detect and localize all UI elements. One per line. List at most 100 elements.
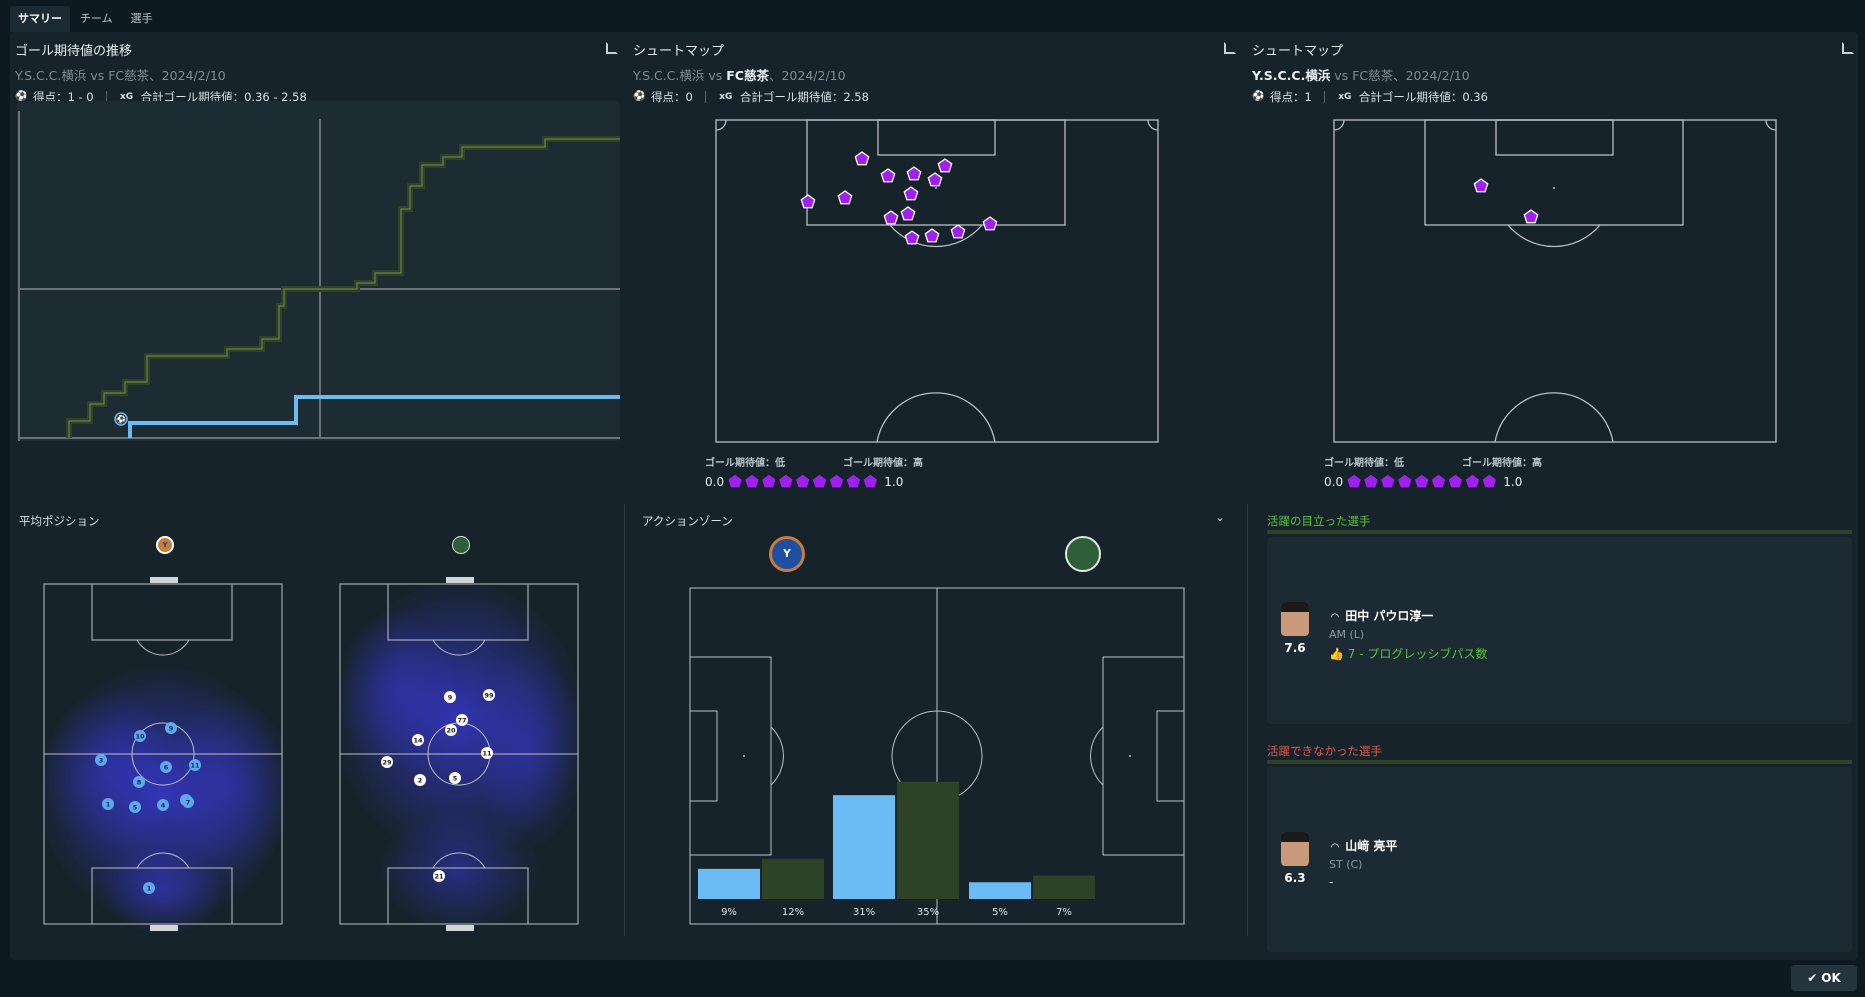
worst-player-title: 活躍できなかった選手 xyxy=(1267,744,1382,758)
xg-scale-fc: 0.0 ⬟⬟⬟⬟⬟⬟⬟⬟⬟ 1.0 xyxy=(705,472,904,491)
player-stat: 👍 7 - プログレッシブパス数 xyxy=(1329,647,1488,661)
player-marker xyxy=(134,730,146,742)
player-number: 9 xyxy=(448,694,453,702)
action-zone-title: アクションゾーン xyxy=(642,514,733,528)
shotmap-fc-subtitle: Y.S.C.C.横浜 vs FC慈茶、2024/2/10 xyxy=(633,68,846,83)
shotmap-ysc-xg: 合計ゴール期待値：0.36 xyxy=(1358,90,1488,104)
expand-icon[interactable] xyxy=(1224,42,1236,54)
expand-icon[interactable] xyxy=(1842,42,1854,54)
player-number: 21 xyxy=(434,873,444,881)
player-number: 4 xyxy=(161,802,166,810)
soccer-ball-icon: ⚽ xyxy=(15,91,28,102)
shotmap-ysc-subtitle: Y.S.C.C.横浜 vs FC慈茶、2024/2/10 xyxy=(1252,68,1470,83)
summary-panel: ゴール期待値の推移 Y.S.C.C.横浜 vs FC慈茶、2024/2/10 ⚽… xyxy=(10,32,1858,960)
home-team-logo: Y xyxy=(156,536,174,554)
xg-timeline-chart: ⚽ xyxy=(17,101,620,441)
check-icon: ✔ xyxy=(1807,971,1818,985)
tab-summary[interactable]: サマリー xyxy=(10,6,70,32)
player-number: 9 xyxy=(169,725,174,733)
player-marker xyxy=(129,801,141,813)
player-position: AM (L) xyxy=(1329,628,1365,641)
player-marker xyxy=(189,759,201,771)
player-marker xyxy=(182,796,194,808)
best-player-card[interactable]: 7.6 ◠ 田中 パウロ淳一 AM (L) 👍 7 - プログレッシブパス数 xyxy=(1267,537,1852,724)
action-zone-bar xyxy=(969,882,1031,899)
shotmap-ysc-title: シュートマップ xyxy=(1252,44,1344,59)
home-team-logo: Y xyxy=(769,536,805,572)
expand-icon[interactable] xyxy=(606,42,618,54)
player-marker xyxy=(481,747,493,759)
shot-marker xyxy=(1473,178,1489,193)
shot-marker xyxy=(883,210,899,225)
player-marker xyxy=(433,870,445,882)
shot-marker xyxy=(937,158,953,173)
player-marker xyxy=(456,714,468,726)
ok-button[interactable]: ✔ OK xyxy=(1791,965,1857,991)
player-number: 2 xyxy=(418,777,423,785)
tab-players[interactable]: 選手 xyxy=(130,12,153,25)
home-avg-position-pitch: 10936118215471 xyxy=(42,570,284,932)
person-icon: ◠ xyxy=(1331,842,1339,853)
shot-marker xyxy=(800,194,816,209)
player-marker xyxy=(165,722,177,734)
player-number: 14 xyxy=(413,737,423,745)
shotmap-ysc-pitch xyxy=(1333,119,1777,443)
avatar xyxy=(1281,602,1309,636)
player-number: 5 xyxy=(453,775,458,783)
shot-marker xyxy=(982,216,998,231)
player-position: ST (C) xyxy=(1329,858,1363,871)
action-zone-bar xyxy=(698,868,760,899)
xg-icon: xG xyxy=(1338,92,1352,102)
xg-icon: xG xyxy=(119,92,134,102)
avg-position-title: 平均ポジション xyxy=(19,514,100,528)
rating: 7.6 xyxy=(1279,641,1311,658)
thumbs-up-icon: 👍 xyxy=(1329,647,1344,661)
soccer-ball-icon: ⚽ xyxy=(633,91,646,102)
xg-score: 得点：1 - 0 xyxy=(33,90,94,104)
shotmap-fc-title: シュートマップ xyxy=(633,44,725,59)
away-team-logo xyxy=(1065,536,1101,572)
action-zone-label: 31% xyxy=(853,907,875,918)
xg-icon: xG xyxy=(719,92,733,102)
svg-text:⚽: ⚽ xyxy=(115,414,126,424)
action-zone-bar xyxy=(762,858,824,899)
shot-marker xyxy=(900,206,916,221)
avatar xyxy=(1281,832,1309,866)
player-name: ◠ 田中 パウロ淳一 xyxy=(1329,607,1433,624)
player-marker xyxy=(133,776,145,788)
action-zone-chart: 9% 12% 31% 35% 5% 7% xyxy=(689,587,1185,925)
shotmap-fc-panel: シュートマップ Y.S.C.C.横浜 vs FC慈茶、2024/2/10 ⚽ 得… xyxy=(633,40,1233,105)
action-zone-label: 7% xyxy=(1056,907,1072,918)
shotmap-ysc-score: 得点：1 xyxy=(1270,90,1312,104)
player-stat: - xyxy=(1329,875,1334,889)
action-zone-label: 12% xyxy=(782,907,804,918)
best-player-title: 活躍の目立った選手 xyxy=(1267,514,1371,528)
player-number: 20 xyxy=(446,727,456,735)
player-number: 5 xyxy=(133,804,138,812)
shot-marker xyxy=(1523,209,1539,224)
action-zone-bar xyxy=(833,795,895,899)
chevron-down-icon[interactable]: ⌄ xyxy=(1215,511,1225,524)
shot-marker xyxy=(950,224,966,239)
action-zone-label: 35% xyxy=(917,907,939,918)
player-number: 11 xyxy=(482,750,492,758)
player-number: 1 xyxy=(106,801,111,809)
player-number: 6 xyxy=(164,764,169,772)
action-zone-label: 9% xyxy=(721,907,737,918)
player-marker xyxy=(102,798,114,810)
action-zone-bar xyxy=(897,781,959,899)
player-marker xyxy=(483,689,495,701)
worst-player-card[interactable]: 6.3 ◠ 山﨑 亮平 ST (C) - xyxy=(1267,767,1852,952)
player-number: 99 xyxy=(484,692,494,700)
xg-subtitle: Y.S.C.C.横浜 vs FC慈茶、2024/2/10 xyxy=(15,68,226,83)
player-number: 29 xyxy=(382,759,392,767)
person-icon: ◠ xyxy=(1331,612,1339,623)
rating: 6.3 xyxy=(1279,871,1311,888)
soccer-ball-icon: ⚽ xyxy=(1252,91,1265,102)
shotmap-fc-xg: 合計ゴール期待値：2.58 xyxy=(739,90,869,104)
player-number: 11 xyxy=(190,762,200,770)
player-number: 1 xyxy=(147,885,152,893)
shot-marker xyxy=(837,190,853,205)
tab-team[interactable]: チーム xyxy=(80,12,113,25)
player-number: 77 xyxy=(457,717,466,725)
